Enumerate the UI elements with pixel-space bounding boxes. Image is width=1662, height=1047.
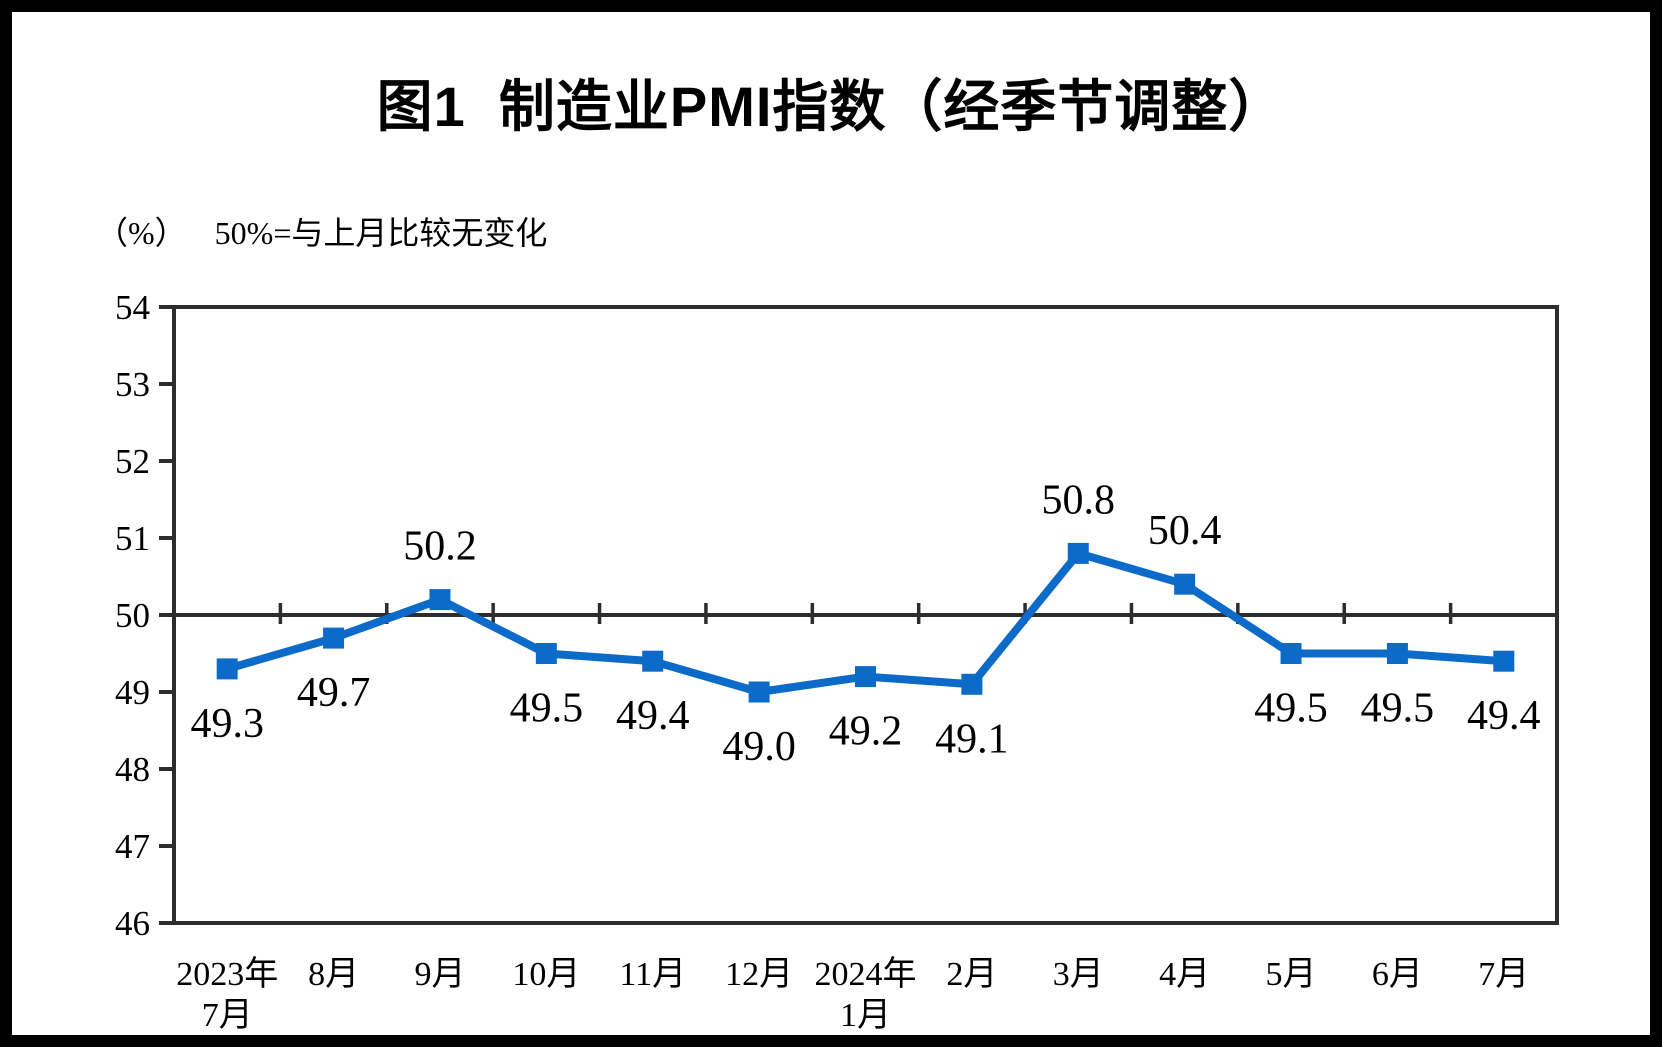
x-axis-label-line2: 1月 (840, 997, 891, 1034)
data-point-label: 49.7 (297, 670, 371, 716)
y-axis-tick-label: 49 (115, 673, 150, 712)
data-point-label: 49.4 (616, 693, 690, 739)
data-point-label: 50.2 (403, 524, 477, 570)
data-point-label: 50.8 (1042, 477, 1116, 523)
data-point-marker (429, 589, 451, 611)
reference-note: 50%=与上月比较无变化 (214, 215, 548, 251)
x-axis-label: 4月 (1159, 956, 1210, 993)
data-point-label: 49.5 (1361, 686, 1435, 732)
data-point-marker (323, 627, 345, 649)
x-axis-label: 2024年 (815, 955, 917, 993)
x-axis-label: 11月 (619, 956, 686, 993)
data-point-marker (1493, 650, 1515, 672)
data-point-marker (1386, 643, 1408, 664)
chart-title: 图1 制造业PMI指数（经季节调整） (376, 75, 1286, 138)
y-axis-tick-label: 53 (115, 365, 150, 404)
y-axis-tick-label: 52 (115, 442, 150, 481)
x-axis-label: 8月 (308, 956, 359, 993)
data-point-marker (855, 666, 876, 688)
y-axis-tick-label: 46 (115, 904, 150, 943)
data-point-marker (961, 673, 983, 695)
x-axis-label-line2: 7月 (202, 997, 253, 1034)
y-axis-tick-label: 47 (115, 827, 150, 866)
x-axis-label: 9月 (414, 956, 465, 993)
data-point-label: 49.4 (1467, 693, 1541, 739)
data-point-label: 50.4 (1148, 508, 1222, 554)
data-point-marker (642, 650, 664, 672)
data-point-label: 49.2 (829, 709, 903, 755)
y-axis-tick-label: 51 (115, 519, 150, 558)
axis-unit-note: （%） 50%=与上月比较无变化 (96, 208, 547, 254)
data-point-marker (1067, 542, 1089, 564)
data-point-label: 49.1 (935, 716, 1009, 762)
x-axis-label: 3月 (1053, 956, 1104, 993)
data-point-marker (216, 658, 238, 680)
data-point-label: 49.5 (510, 686, 584, 732)
data-point-marker (535, 643, 557, 664)
y-axis-tick-label: 54 (115, 288, 150, 327)
x-axis-label: 2023年 (176, 955, 278, 993)
data-point-label: 49.3 (190, 701, 264, 747)
data-point-marker (1174, 573, 1196, 595)
x-axis-label: 2月 (946, 956, 997, 993)
y-axis-unit-label: （%） (96, 215, 187, 251)
y-axis-tick-label: 48 (115, 750, 150, 789)
pmi-line-chart: 54 53 52 51 50 49 48 47 46 49.3 49.7 50.2 49.5 49.4 49… (115, 288, 1559, 1034)
data-point-marker (748, 681, 770, 703)
data-point-label: 49.0 (722, 724, 796, 770)
data-point-label: 49.5 (1254, 686, 1328, 732)
y-axis-tick-label: 50 (115, 596, 150, 635)
x-axis-label: 10月 (512, 956, 580, 993)
x-axis-label: 7月 (1478, 956, 1529, 993)
x-axis-label: 5月 (1266, 956, 1317, 993)
x-axis-label: 12月 (725, 956, 793, 993)
data-point-marker (1280, 643, 1302, 664)
x-axis-label: 6月 (1372, 956, 1423, 993)
